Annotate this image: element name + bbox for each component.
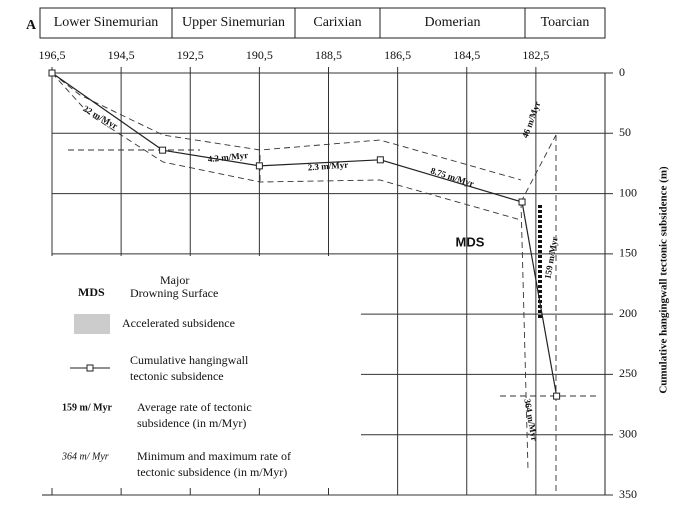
legend-marker xyxy=(86,364,94,372)
y-axis-label: Cumulative hangingwall tectonic subsiden… xyxy=(658,166,670,394)
y-tick-label: 0 xyxy=(619,65,625,79)
legend-label: 159 m/ Myr xyxy=(62,402,113,413)
legend-label: Cumulative hangingwall xyxy=(130,353,249,367)
stage-label: Domerian xyxy=(425,15,481,30)
legend-label: Average rate of tectonic xyxy=(137,400,252,414)
stage-box xyxy=(39,7,173,39)
data-point xyxy=(48,69,56,77)
legend-label: 364 m/ Myr xyxy=(61,451,109,462)
legend-label: tectonic subsidence (in m/Myr) xyxy=(137,465,287,479)
x-tick-label: 184,5 xyxy=(453,48,480,62)
stage-box xyxy=(294,7,381,39)
annotation: 4.2 m/Myr xyxy=(207,150,248,164)
data-point xyxy=(376,156,384,164)
stage-box xyxy=(171,7,296,39)
legend-label: tectonic subsidence xyxy=(130,369,224,383)
x-tick-label: 182,5 xyxy=(522,48,549,62)
y-tick-label: 250 xyxy=(619,366,637,380)
legend-label: Accelerated subsidence xyxy=(122,316,235,330)
x-tick-label: 190,5 xyxy=(246,48,273,62)
data-point xyxy=(159,146,167,154)
x-tick-label: 192,5 xyxy=(177,48,204,62)
data-point xyxy=(553,392,561,400)
x-tick-label: 188,5 xyxy=(315,48,342,62)
y-tick-label: 50 xyxy=(619,125,631,139)
x-tick-label: 186,5 xyxy=(384,48,411,62)
y-tick-label: 350 xyxy=(619,487,637,501)
legend-label: subsidence (in m/Myr) xyxy=(137,416,246,430)
stage-label: Carixian xyxy=(313,15,361,30)
y-tick-label: 300 xyxy=(619,426,637,440)
legend-label: Major xyxy=(160,273,189,287)
annotation: 8.75 m/Myr xyxy=(429,165,475,188)
y-tick-label: 100 xyxy=(619,185,637,199)
y-tick-label: 200 xyxy=(619,306,637,320)
panel-label: A xyxy=(26,18,37,33)
stage-label: Toarcian xyxy=(541,15,590,30)
legend-label: Minimum and maximum rate of xyxy=(137,449,291,463)
annotation: MDS xyxy=(456,234,485,249)
stage-box xyxy=(524,7,606,39)
legend-label: Drowning Surface xyxy=(130,286,218,300)
data-point xyxy=(518,198,526,206)
legend-swatch xyxy=(74,314,110,334)
y-tick-label: 150 xyxy=(619,246,637,260)
x-tick-label: 196,5 xyxy=(39,48,66,62)
data-point xyxy=(255,162,263,170)
stage-label: Upper Sinemurian xyxy=(182,15,285,30)
annotation: 2.3 m/Myr xyxy=(307,160,348,173)
legend-label: MDS xyxy=(78,285,105,299)
stage-label: Lower Sinemurian xyxy=(54,15,159,30)
x-tick-label: 194,5 xyxy=(108,48,135,62)
series-line xyxy=(51,72,558,397)
annotation: 159 m/Myr xyxy=(542,236,559,280)
legend-box xyxy=(45,256,361,488)
